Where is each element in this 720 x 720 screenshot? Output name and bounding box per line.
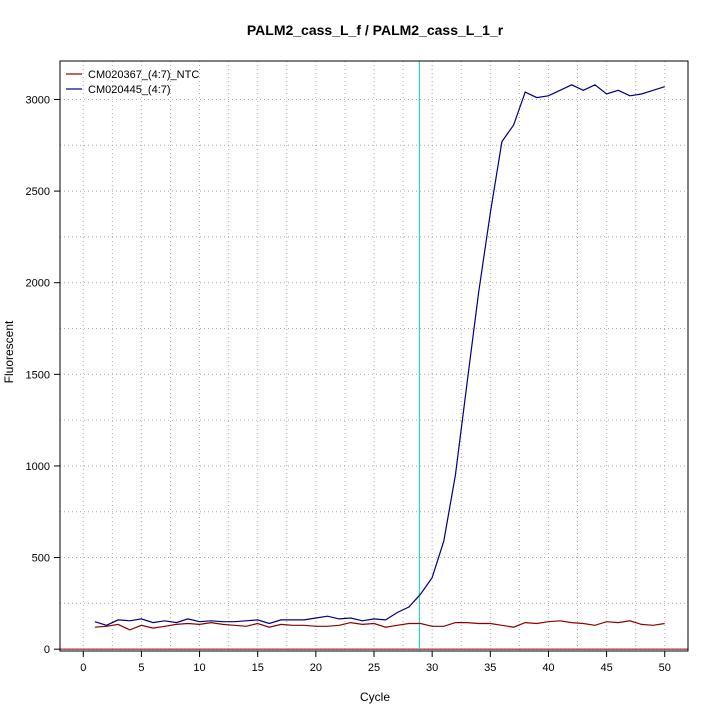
y-tick-label: 2500 [26,186,50,198]
grid [60,61,688,651]
x-tick-label: 5 [138,662,144,674]
y-tick-label: 2000 [26,278,50,290]
x-tick-label: 40 [542,662,554,674]
chart-title: PALM2_cass_L_f / PALM2_cass_L_1_r [247,22,504,38]
x-tick-label: 15 [252,662,264,674]
x-axis-label: Cycle [360,690,390,704]
y-tick-label: 500 [32,553,50,565]
series-line-2 [94,84,665,626]
legend-label-2: CM020445_(4:7) [88,84,171,96]
y-tick-label: 1500 [26,369,50,381]
x-tick-label: 30 [426,662,438,674]
series-line-1 [94,620,665,631]
y-tick-label: 1000 [26,461,50,473]
legend: CM020367_(4:7)_NTC CM020445_(4:7) [66,69,199,96]
x-tick-label: 10 [193,662,205,674]
x-tick-label: 35 [484,662,496,674]
x-tick-label: 50 [659,662,671,674]
y-axis: 0 500 1000 1500 2000 2500 3000 [26,94,60,656]
series-group [94,84,665,631]
x-tick-label: 0 [80,662,86,674]
y-tick-label: 3000 [26,94,50,106]
y-axis-label: Fluorescent [2,320,16,383]
x-tick-label: 25 [368,662,380,674]
x-tick-label: 20 [310,662,322,674]
x-axis: 0 5 10 15 20 25 30 35 40 45 50 [80,651,671,674]
y-tick-label: 0 [44,644,50,656]
x-tick-label: 45 [600,662,612,674]
legend-label-1: CM020367_(4:7)_NTC [88,69,199,81]
